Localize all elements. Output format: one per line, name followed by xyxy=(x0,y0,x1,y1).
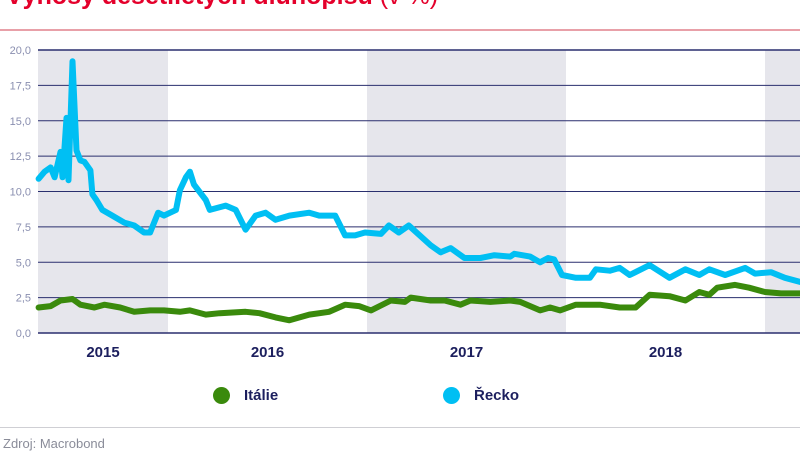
series-line-itálie xyxy=(35,281,800,324)
legend-label: Itálie xyxy=(244,387,279,404)
footer-divider xyxy=(0,427,800,428)
y-tick-label: 5,0 xyxy=(16,257,31,269)
series-line-řecko xyxy=(35,58,800,285)
legend-item-recko: Řecko xyxy=(443,387,519,404)
y-tick-label: 2,5 xyxy=(16,293,31,305)
title-divider xyxy=(0,29,800,31)
y-tick-label: 0,0 xyxy=(16,328,31,340)
legend-item-italie: Itálie xyxy=(213,387,278,404)
source-note: Zdroj: Macrobond xyxy=(3,436,105,451)
title-text: Výnosy desetiletých dluhopisů xyxy=(6,0,373,10)
legend-dot-icon xyxy=(443,387,460,404)
x-tick-label: 2018 xyxy=(649,344,682,361)
y-tick-label: 15,0 xyxy=(10,116,31,128)
y-tick-label: 7,5 xyxy=(16,222,31,234)
x-tick-label: 2016 xyxy=(251,344,284,361)
title-unit: (v %) xyxy=(380,0,438,10)
legend-label: Řecko xyxy=(474,387,520,404)
line-chart: 0,0 2,5 5,0 7,5 10,0 12,5 15,0 17,5 20,0 2015 2016… xyxy=(10,45,800,361)
legend-dot-icon xyxy=(213,387,230,404)
y-tick-label: 10,0 xyxy=(10,187,31,199)
y-tick-label: 20,0 xyxy=(10,45,31,57)
chart-title: Výnosy desetiletých dluhopisů (v %) xyxy=(6,0,438,11)
x-tick-label: 2017 xyxy=(450,344,483,361)
x-tick-label: 2015 xyxy=(86,344,119,361)
y-tick-label: 17,5 xyxy=(10,80,31,92)
y-tick-label: 12,5 xyxy=(10,151,31,163)
